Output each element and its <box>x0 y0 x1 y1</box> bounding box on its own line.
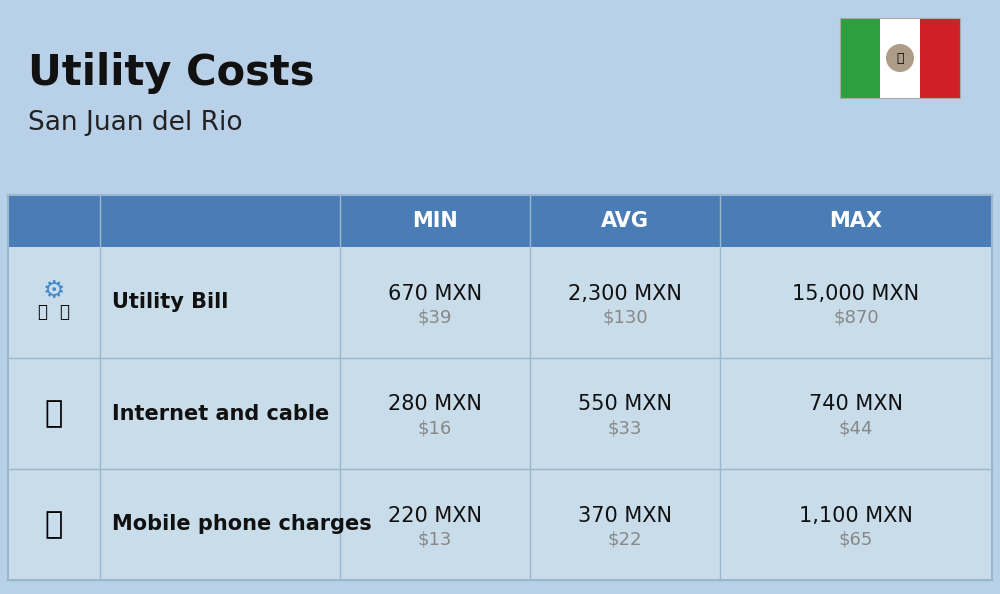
Text: 220 MXN: 220 MXN <box>388 505 482 526</box>
Circle shape <box>886 44 914 72</box>
Text: MIN: MIN <box>412 211 458 231</box>
Bar <box>8 247 992 358</box>
Text: 740 MXN: 740 MXN <box>809 394 903 415</box>
Text: $22: $22 <box>608 530 642 548</box>
Text: $870: $870 <box>833 308 879 327</box>
Text: ⚙: ⚙ <box>43 279 65 302</box>
Text: San Juan del Rio: San Juan del Rio <box>28 110 243 136</box>
Text: 📡: 📡 <box>45 399 63 428</box>
Text: 550 MXN: 550 MXN <box>578 394 672 415</box>
Text: $13: $13 <box>418 530 452 548</box>
Text: 370 MXN: 370 MXN <box>578 505 672 526</box>
Text: $65: $65 <box>839 530 873 548</box>
Bar <box>840 18 960 98</box>
Bar <box>840 18 880 98</box>
Text: $44: $44 <box>839 419 873 438</box>
Text: $16: $16 <box>418 419 452 438</box>
Text: 670 MXN: 670 MXN <box>388 283 482 304</box>
Text: 15,000 MXN: 15,000 MXN <box>792 283 920 304</box>
Bar <box>8 358 992 469</box>
Text: 2,300 MXN: 2,300 MXN <box>568 283 682 304</box>
Text: 🦅: 🦅 <box>896 52 904 65</box>
Text: Utility Costs: Utility Costs <box>28 52 314 94</box>
Text: $33: $33 <box>608 419 642 438</box>
Text: $130: $130 <box>602 308 648 327</box>
Text: 1,100 MXN: 1,100 MXN <box>799 505 913 526</box>
Text: MAX: MAX <box>830 211 883 231</box>
Text: Mobile phone charges: Mobile phone charges <box>112 514 372 535</box>
Text: Internet and cable: Internet and cable <box>112 403 329 424</box>
Bar <box>8 469 992 580</box>
Bar <box>920 18 960 98</box>
Bar <box>880 18 920 98</box>
Text: 🔌: 🔌 <box>37 304 47 321</box>
Bar <box>8 195 992 247</box>
Text: 💧: 💧 <box>59 304 69 321</box>
Text: $39: $39 <box>418 308 452 327</box>
Text: 📱: 📱 <box>45 510 63 539</box>
Text: AVG: AVG <box>601 211 649 231</box>
Text: 280 MXN: 280 MXN <box>388 394 482 415</box>
Text: Utility Bill: Utility Bill <box>112 292 228 312</box>
